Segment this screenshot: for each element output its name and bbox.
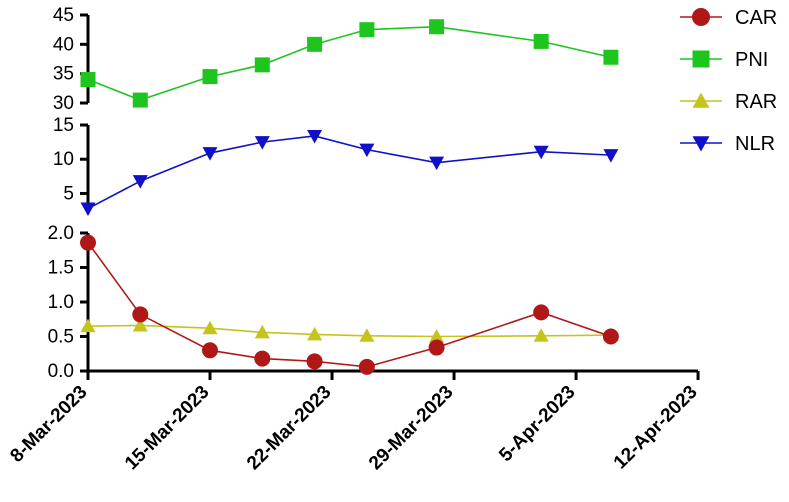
car-point-7 xyxy=(533,304,550,321)
series-car-line xyxy=(87,242,612,368)
pni-point-5 xyxy=(359,22,375,38)
car-point-3 xyxy=(254,350,271,367)
x-tick-label-3: 29-Mar-2023 xyxy=(365,382,458,475)
nlr-point-7 xyxy=(533,145,549,160)
rar-point-5 xyxy=(359,328,375,342)
pni-point-4 xyxy=(307,36,323,52)
legend-label-nlr: NLR xyxy=(735,133,775,155)
nlr-point-5 xyxy=(359,143,375,158)
nlr-point-8 xyxy=(603,149,619,163)
axes: 30 35 40 45 5 10 15 0.0 0.5 1.0 1.5 2.0 8-Mar-2023 15… xyxy=(6,5,701,474)
pni-point-0 xyxy=(80,72,96,88)
legend-marker-nlr xyxy=(692,136,710,152)
pni-point-6 xyxy=(429,19,445,35)
pni-point-3 xyxy=(254,57,270,73)
y-tick-label-bottom-4: 2.0 xyxy=(48,223,74,244)
rar-point-4 xyxy=(307,326,323,341)
pni-point-7 xyxy=(533,33,549,49)
rar-point-0 xyxy=(80,318,96,333)
series-pni-line xyxy=(87,25,612,101)
legend: CAR PNI RAR NLR xyxy=(680,7,777,155)
car-point-1 xyxy=(132,306,149,323)
y-tick-label-middle-1: 10 xyxy=(53,149,74,170)
y-tick-label-top-3: 45 xyxy=(53,5,74,26)
x-tick-label-2: 22-Mar-2023 xyxy=(243,382,336,475)
rar-point-2 xyxy=(202,320,218,335)
y-tick-label-bottom-2: 1.0 xyxy=(48,292,74,313)
series-layer xyxy=(80,19,619,375)
x-tick-label-0: 8-Mar-2023 xyxy=(6,382,91,467)
legend-item-rar: RAR xyxy=(680,91,777,113)
rar-point-7 xyxy=(533,328,549,342)
rar-point-1 xyxy=(132,317,148,332)
pni-point-8 xyxy=(603,49,619,65)
x-tick-label-4: 5-Apr-2023 xyxy=(495,382,579,466)
rar-point-3 xyxy=(254,324,270,339)
series-nlr xyxy=(80,129,619,217)
pni-point-1 xyxy=(132,92,148,108)
x-tick-label-1: 15-Mar-2023 xyxy=(121,382,214,475)
legend-marker-rar xyxy=(692,92,710,108)
y-tick-label-top-0: 30 xyxy=(53,93,74,114)
y-tick-label-top-2: 40 xyxy=(53,34,74,55)
legend-item-nlr: NLR xyxy=(680,133,775,155)
nlr-point-6 xyxy=(429,156,445,171)
y-tick-label-middle-2: 15 xyxy=(53,115,74,136)
y-tick-label-bottom-3: 1.5 xyxy=(48,258,74,279)
nlr-point-1 xyxy=(132,175,148,189)
car-point-8 xyxy=(602,328,619,345)
legend-label-pni: PNI xyxy=(735,49,768,71)
car-point-5 xyxy=(358,358,375,375)
car-point-2 xyxy=(202,342,219,359)
series-car xyxy=(80,234,619,375)
y-tick-label-top-1: 35 xyxy=(53,64,74,85)
nlr-point-3 xyxy=(254,136,270,150)
pni-point-2 xyxy=(202,69,218,85)
y-tick-label-bottom-0: 0.0 xyxy=(48,361,74,382)
legend-item-pni: PNI xyxy=(680,49,768,71)
legend-marker-car xyxy=(692,8,710,26)
nlr-point-2 xyxy=(202,147,218,161)
legend-label-car: CAR xyxy=(735,7,777,29)
nlr-point-4 xyxy=(307,129,323,144)
legend-marker-pni xyxy=(692,50,710,68)
legend-label-rar: RAR xyxy=(735,91,777,113)
series-pni xyxy=(80,19,619,108)
rar-point-6 xyxy=(429,329,445,343)
car-point-0 xyxy=(80,234,96,251)
y-tick-label-middle-0: 5 xyxy=(63,183,74,204)
car-point-4 xyxy=(306,353,323,370)
legend-item-car: CAR xyxy=(680,7,777,29)
car-point-6 xyxy=(428,339,445,356)
x-tick-label-5: 12-Apr-2023 xyxy=(610,382,702,474)
series-rar xyxy=(80,317,619,343)
nlr-point-0 xyxy=(80,202,96,217)
series-nlr-line xyxy=(87,135,611,210)
y-tick-label-bottom-1: 0.5 xyxy=(48,327,74,348)
